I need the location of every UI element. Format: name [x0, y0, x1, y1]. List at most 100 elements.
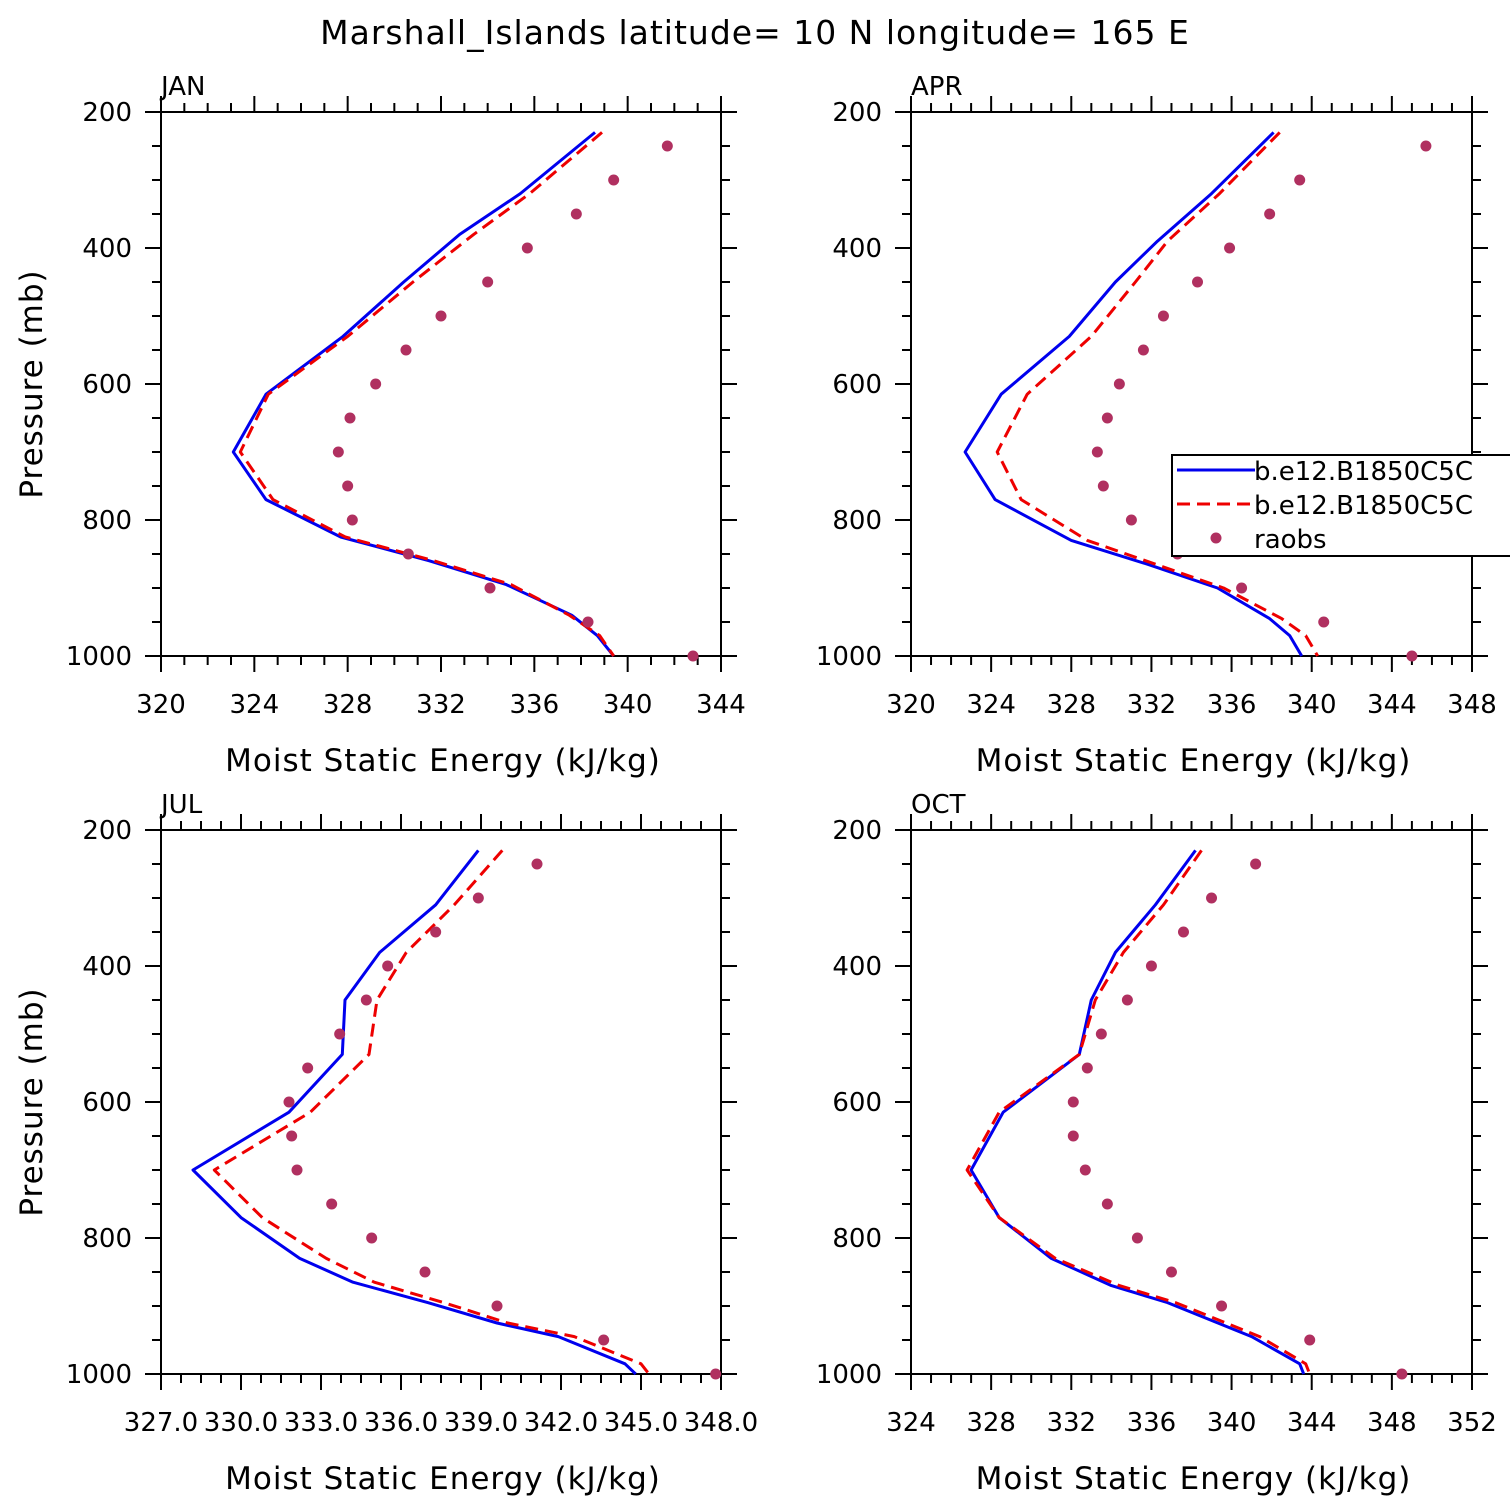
x-tick-label-apr: 332 — [1127, 690, 1177, 720]
raobs-point-oct — [1121, 994, 1133, 1006]
raobs-point-apr — [1420, 140, 1432, 152]
x-tick-label-oct: 344 — [1287, 1408, 1337, 1438]
legend-label-2: raobs — [1254, 525, 1327, 555]
raobs-point-apr — [1236, 582, 1248, 594]
x-tick-label-jan: 344 — [696, 690, 746, 720]
x-tick-label-jul: 339.0 — [444, 1408, 518, 1438]
raobs-point-apr — [1113, 378, 1125, 390]
raobs-point-apr — [1224, 242, 1236, 254]
x-tick-label-oct: 324 — [886, 1408, 936, 1438]
raobs-point-jan — [342, 480, 354, 492]
raobs-point-oct — [1250, 858, 1262, 870]
legend-swatch-raobs — [1210, 532, 1222, 544]
y-tick-label-apr: 600 — [832, 370, 882, 400]
raobs-point-jan — [687, 650, 699, 662]
panel-apr: APR 320 324 328 332 336 340 344 348 200 400 600 800 1… — [816, 72, 1497, 779]
panel-jul: JUL 327.0 330.0 333.0 336.0 339.0 342.0 345.0 34… — [14, 790, 758, 1497]
raobs-point-jan — [582, 616, 594, 628]
raobs-point-jul — [334, 1028, 346, 1040]
raobs-point-jan — [400, 344, 412, 356]
raobs-point-jan — [370, 378, 382, 390]
y-tick-label-jan: 200 — [82, 98, 132, 128]
y-tick-label-oct: 200 — [832, 816, 882, 846]
raobs-point-jan — [521, 242, 533, 254]
raobs-point-jul — [326, 1198, 338, 1210]
raobs-point-oct — [1067, 1130, 1079, 1142]
raobs-point-jan — [570, 208, 582, 220]
raobs-point-jul — [286, 1130, 298, 1142]
x-tick-label-apr: 348 — [1447, 690, 1497, 720]
raobs-point-apr — [1101, 412, 1113, 424]
model1-line-jul — [191, 849, 637, 1376]
x-tick-label-jul: 336.0 — [364, 1408, 438, 1438]
x-axis-title-jul: Moist Static Energy (kJ/kg) — [225, 1461, 661, 1497]
model2-line-oct — [965, 849, 1312, 1375]
model2-line-jul — [212, 849, 651, 1375]
raobs-point-jul — [598, 1334, 610, 1346]
raobs-point-jan — [482, 276, 494, 288]
raobs-point-jul — [291, 1164, 303, 1176]
panel-oct: OCT 324 328 332 336 340 344 348 352 200 400 600 800 1… — [816, 790, 1497, 1497]
raobs-point-jul — [382, 960, 394, 972]
raobs-point-jan — [346, 514, 358, 526]
raobs-point-jul — [302, 1062, 314, 1074]
plot-frame-oct — [910, 829, 1473, 1375]
plot-frame-apr — [910, 111, 1473, 657]
raobs-point-oct — [1079, 1164, 1091, 1176]
raobs-point-oct — [1095, 1028, 1107, 1040]
y-tick-label-jan: 800 — [82, 506, 132, 536]
y-axis-title-jan: Pressure (mb) — [14, 269, 50, 498]
plot-frame-jan — [160, 111, 722, 657]
x-tick-label-jul: 348.0 — [684, 1408, 758, 1438]
y-tick-label-jan: 400 — [82, 234, 132, 264]
y-tick-label-oct: 800 — [832, 1224, 882, 1254]
x-tick-label-jul: 345.0 — [604, 1408, 678, 1438]
x-axis-title-jan: Moist Static Energy (kJ/kg) — [225, 743, 661, 779]
x-tick-label-jan: 320 — [136, 690, 186, 720]
x-tick-label-oct: 352 — [1447, 1408, 1497, 1438]
legend-label-0: b.e12.B1850C5C — [1254, 457, 1473, 487]
raobs-point-jul — [472, 892, 484, 904]
y-tick-label-apr: 200 — [832, 98, 882, 128]
x-tick-label-oct: 336 — [1127, 1408, 1177, 1438]
raobs-point-jan — [608, 174, 620, 186]
y-tick-label-jul: 200 — [82, 816, 132, 846]
raobs-point-apr — [1125, 514, 1137, 526]
raobs-point-jan — [435, 310, 447, 322]
raobs-point-jul — [283, 1096, 295, 1108]
raobs-point-apr — [1318, 616, 1330, 628]
x-tick-label-jul: 327.0 — [124, 1408, 198, 1438]
y-tick-label-jul: 800 — [82, 1224, 132, 1254]
raobs-point-apr — [1264, 208, 1276, 220]
plot-frame-jul — [160, 829, 722, 1375]
raobs-point-jul — [531, 858, 543, 870]
x-tick-label-oct: 340 — [1207, 1408, 1257, 1438]
y-tick-label-jul: 400 — [82, 952, 132, 982]
raobs-point-oct — [1131, 1232, 1143, 1244]
raobs-point-jul — [360, 994, 372, 1006]
x-axis-title-oct: Moist Static Energy (kJ/kg) — [976, 1461, 1412, 1497]
raobs-point-oct — [1165, 1266, 1177, 1278]
x-tick-label-jul: 342.0 — [524, 1408, 598, 1438]
raobs-point-oct — [1216, 1300, 1228, 1312]
y-tick-label-apr: 400 — [832, 234, 882, 264]
panels: JAN 320 324 328 332 336 340 344 200 400 600 800 1000… — [14, 72, 1497, 1497]
raobs-point-jul — [419, 1266, 431, 1278]
raobs-points-oct — [1067, 858, 1408, 1380]
y-tick-label-apr: 1000 — [816, 642, 882, 672]
x-tick-label-jan: 332 — [416, 690, 466, 720]
raobs-point-oct — [1304, 1334, 1316, 1346]
x-tick-label-jan: 324 — [230, 690, 280, 720]
x-tick-label-jan: 340 — [603, 690, 653, 720]
panel-label-oct: OCT — [911, 790, 966, 820]
x-tick-label-jan: 336 — [510, 690, 560, 720]
x-tick-label-apr: 344 — [1367, 690, 1417, 720]
x-tick-label-oct: 332 — [1046, 1408, 1096, 1438]
y-tick-label-jan: 600 — [82, 370, 132, 400]
y-tick-label-jul: 1000 — [66, 1360, 132, 1390]
raobs-point-jan — [332, 446, 344, 458]
figure-title: Marshall_Islands latitude= 10 N longitud… — [320, 13, 1190, 52]
model1-line-oct — [969, 849, 1306, 1375]
y-tick-label-apr: 800 — [832, 506, 882, 536]
